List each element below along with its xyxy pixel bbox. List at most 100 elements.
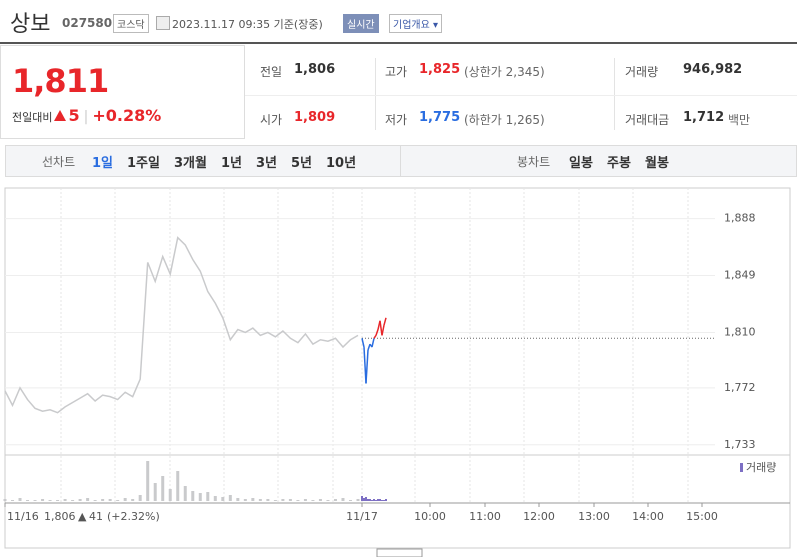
volume-bar <box>333 499 337 501</box>
volume-bar <box>131 499 135 501</box>
tab-bar <box>5 145 797 177</box>
separator: | <box>83 109 89 125</box>
volume-bar <box>361 496 363 501</box>
today-line-segment <box>373 334 377 339</box>
stat-value: 1,806 <box>294 62 336 77</box>
volume-bar <box>168 489 172 501</box>
volume-bar <box>373 499 375 501</box>
volume-bar <box>71 500 75 501</box>
volume-bar <box>228 495 232 501</box>
stock-name: 상보 <box>10 12 51 37</box>
today-line-segment <box>375 329 379 336</box>
today-line-segment <box>381 325 385 336</box>
x-tick-label: 15:00 <box>686 510 718 523</box>
tab[interactable]: 10년 <box>326 156 357 171</box>
up-icon <box>54 110 67 121</box>
stat-sub: (상한가 2,345) <box>464 65 545 79</box>
change-label: 전일대비 <box>12 111 53 124</box>
volume-bar <box>221 497 225 501</box>
volume-bar <box>183 486 187 501</box>
tab[interactable]: 3년 <box>256 156 278 171</box>
volume-bar <box>78 499 82 501</box>
today-line-segment <box>365 349 369 384</box>
today-line-segment <box>361 338 365 348</box>
volume-bar <box>311 500 315 501</box>
volume-bar <box>296 500 300 501</box>
volume-bar <box>369 499 371 501</box>
divider <box>245 95 797 96</box>
volume-bar <box>18 498 22 501</box>
volume-bar <box>258 499 262 501</box>
tab[interactable]: 3개월 <box>174 156 207 171</box>
volume-bar <box>101 499 105 501</box>
volume-bar <box>33 500 37 501</box>
volume-bar <box>108 499 112 501</box>
market-badge: 코스닥 <box>113 14 149 33</box>
volume-label: 거래량 <box>746 461 776 474</box>
x-tick-label: 14:00 <box>632 510 664 523</box>
stat-label: 고가 <box>385 65 408 79</box>
volume-bar <box>383 500 385 501</box>
tab[interactable]: 1일 <box>92 156 114 171</box>
stat-label: 전일 <box>260 65 283 79</box>
stat-sub: (하한가 1,265) <box>464 113 545 127</box>
stat-value: 1,775 <box>419 110 461 125</box>
volume-bar <box>273 500 277 501</box>
volume-bar <box>116 500 120 501</box>
x-tick-label: 13:00 <box>578 510 610 523</box>
volume-bar <box>123 498 127 501</box>
stat-sub: 백만 <box>728 113 751 127</box>
volume-bar <box>93 500 97 501</box>
change-pct: +0.28% <box>92 106 162 125</box>
today-line-segment <box>367 343 371 351</box>
volume-bar <box>251 498 255 501</box>
footer-close: 1,806 <box>44 510 76 523</box>
stat-value: 1,825 <box>419 62 461 77</box>
tab[interactable]: 1주일 <box>127 156 160 171</box>
stock-code: 027580 <box>62 16 113 30</box>
volume-bar <box>326 500 330 501</box>
volume-bar <box>146 461 150 501</box>
x-tick-label: 12:00 <box>523 510 555 523</box>
stat-label: 시가 <box>260 113 283 127</box>
tab[interactable]: 월봉 <box>645 156 669 171</box>
volume-bar <box>288 499 292 501</box>
volume-bar <box>348 500 352 501</box>
volume-bar <box>198 493 202 501</box>
tab[interactable]: 일봉 <box>569 156 593 171</box>
volume-bar <box>365 497 367 501</box>
stat-label: 거래대금 <box>625 113 670 127</box>
volume-bar <box>303 499 307 501</box>
tab-label: 선차트 <box>42 155 76 169</box>
volume-bar <box>153 483 157 501</box>
volume-bar <box>41 499 45 501</box>
tab-label: 봉차트 <box>517 155 551 169</box>
divider <box>375 58 376 130</box>
volume-bar <box>363 498 365 501</box>
volume-bar <box>161 476 165 501</box>
tab[interactable]: 주봉 <box>607 156 631 171</box>
volume-bar <box>11 500 15 501</box>
y-tick-label: 1,888 <box>724 212 756 225</box>
change-row: 전일대비 5 | +0.28% <box>12 106 161 125</box>
volume-bar <box>381 500 383 501</box>
company-info-button[interactable]: 기업개요 ▾ <box>389 14 443 33</box>
volume-bar <box>56 500 60 501</box>
divider <box>614 58 615 130</box>
timestamp: 2023.11.17 09:35 기준(장중) <box>172 18 323 31</box>
volume-bar <box>213 496 217 501</box>
volume-bar <box>367 499 369 501</box>
realtime-badge[interactable]: 실시간 <box>343 14 379 33</box>
x-tick-label: 11/17 <box>346 510 378 523</box>
volume-bar <box>48 500 52 501</box>
tab[interactable]: 1년 <box>221 156 243 171</box>
volume-bar <box>176 471 180 501</box>
tab[interactable]: 5년 <box>291 156 313 171</box>
calendar-icon <box>156 16 170 30</box>
volume-bar <box>341 498 345 501</box>
volume-bar <box>236 498 240 501</box>
volume-bar <box>63 499 67 501</box>
y-tick-label: 1,733 <box>724 438 756 451</box>
volume-bar <box>3 499 7 501</box>
